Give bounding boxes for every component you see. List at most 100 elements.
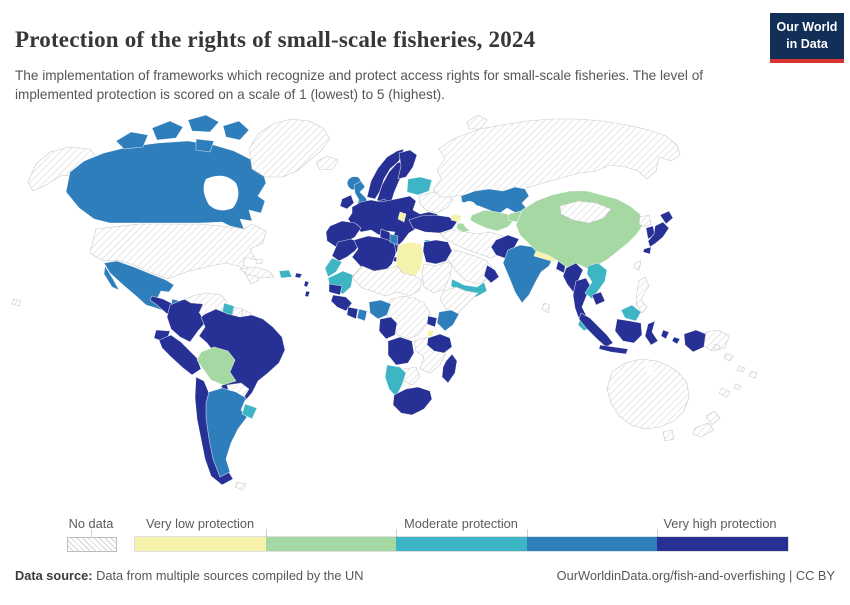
- page-title: Protection of the rights of small-scale …: [15, 27, 536, 53]
- region-algeria[interactable]: [351, 235, 397, 276]
- legend-segment-5[interactable]: [657, 537, 788, 551]
- region-senegal[interactable]: [328, 283, 343, 296]
- region-tasmania[interactable]: [662, 429, 675, 442]
- region-mongolia[interactable]: [559, 200, 612, 224]
- region-indonesia-papua[interactable]: [683, 329, 707, 353]
- chart-subtitle: The implementation of frameworks which r…: [15, 67, 704, 103]
- legend-tick: [266, 529, 267, 537]
- region-uzbekistan-turkmenistan[interactable]: [469, 209, 516, 232]
- region-bahamas[interactable]: [255, 258, 264, 265]
- region-baltic-states[interactable]: [406, 176, 433, 196]
- region-new-zealand[interactable]: [692, 410, 721, 438]
- region-falkland-islands[interactable]: [234, 481, 247, 491]
- region-cuba[interactable]: [239, 266, 275, 279]
- region-papua-new-guinea[interactable]: [703, 329, 730, 352]
- region-oman[interactable]: [483, 264, 500, 284]
- region-tunisia[interactable]: [389, 233, 399, 246]
- region-tanzania[interactable]: [426, 333, 453, 354]
- region-greenland[interactable]: [248, 118, 331, 178]
- region-western-sahara[interactable]: [324, 257, 343, 278]
- region-indonesia-sumatra[interactable]: [578, 312, 614, 348]
- hudson-bay: [203, 175, 239, 211]
- data-source-text: Data from multiple sources compiled by t…: [92, 568, 364, 583]
- region-north-atlantic-islet[interactable]: [315, 155, 339, 171]
- region-mali-niger-chad[interactable]: [351, 265, 423, 297]
- region-canadian-arctic[interactable]: [115, 114, 250, 153]
- region-hawaii[interactable]: [11, 298, 22, 307]
- data-source-label: Data source:: [15, 568, 93, 583]
- legend-low-label: Very low protection: [145, 516, 255, 531]
- legend-tick: [527, 529, 528, 537]
- region-uganda[interactable]: [426, 315, 438, 328]
- gulf-of-carpentaria: [645, 361, 654, 376]
- legend-segment-1[interactable]: [135, 537, 266, 551]
- region-pacific-islands[interactable]: [712, 343, 758, 398]
- region-angola[interactable]: [387, 336, 415, 366]
- legend-moderate-label: Moderate protection: [404, 516, 518, 531]
- region-kenya[interactable]: [436, 309, 460, 332]
- data-source-note: Data source: Data from multiple sources …: [15, 568, 364, 583]
- region-hispaniola[interactable]: [278, 269, 293, 279]
- legend-tick: [396, 529, 397, 537]
- region-turkey[interactable]: [408, 214, 458, 234]
- region-sri-lanka[interactable]: [541, 302, 551, 314]
- region-nigeria[interactable]: [368, 299, 392, 320]
- region-madagascar[interactable]: [441, 353, 458, 384]
- region-south-africa[interactable]: [392, 386, 433, 416]
- legend-segment-2[interactable]: [265, 537, 397, 551]
- legend-no-data-swatch[interactable]: [67, 537, 117, 552]
- region-cambodia[interactable]: [591, 291, 606, 306]
- owid-logo[interactable]: Our World in Data: [770, 13, 844, 63]
- region-ghana[interactable]: [356, 308, 368, 322]
- region-botswana[interactable]: [403, 366, 421, 386]
- region-japan[interactable]: [642, 210, 674, 255]
- legend-segment-3[interactable]: [396, 537, 527, 551]
- region-peru[interactable]: [158, 334, 202, 376]
- legend-high-label: Very high protection: [663, 516, 777, 531]
- region-china[interactable]: [515, 190, 644, 270]
- owid-logo-line1: Our World: [776, 20, 838, 34]
- owid-url-license[interactable]: OurWorldinData.org/fish-and-overfishing …: [556, 568, 835, 583]
- legend-tick: [91, 529, 92, 537]
- region-australia[interactable]: [606, 358, 690, 430]
- region-egypt[interactable]: [422, 239, 453, 265]
- region-cameroon-gabon-congo[interactable]: [378, 316, 398, 340]
- region-indonesia-kalimantan[interactable]: [614, 318, 643, 344]
- region-namibia[interactable]: [384, 364, 407, 398]
- legend-no-data-label: No data: [68, 516, 114, 531]
- region-russia[interactable]: [432, 118, 681, 200]
- legend-color-bar: [134, 536, 789, 552]
- region-lesser-antilles[interactable]: [303, 280, 311, 298]
- region-thailand[interactable]: [572, 277, 592, 320]
- legend-tick: [657, 529, 658, 537]
- region-albania[interactable]: [397, 211, 407, 223]
- region-novaya-zemlya[interactable]: [466, 114, 488, 130]
- region-libya[interactable]: [395, 241, 424, 278]
- region-uruguay[interactable]: [241, 403, 258, 420]
- map-regions: [11, 114, 758, 491]
- region-bolivia[interactable]: [196, 346, 237, 386]
- region-north-korea[interactable]: [638, 214, 652, 228]
- region-argentina[interactable]: [205, 387, 248, 478]
- region-guinea-sierra-leone[interactable]: [330, 294, 353, 312]
- region-malaysia-borneo[interactable]: [620, 304, 642, 322]
- legend-segment-4[interactable]: [526, 537, 658, 551]
- region-georgia[interactable]: [450, 213, 463, 223]
- region-indonesia-java[interactable]: [598, 344, 629, 355]
- region-ireland[interactable]: [339, 194, 355, 210]
- region-taiwan[interactable]: [633, 260, 642, 271]
- caspian-sea: [461, 200, 478, 231]
- region-puerto-rico[interactable]: [294, 272, 303, 279]
- region-cote-divoire[interactable]: [346, 306, 359, 320]
- owid-logo-line2: in Data: [786, 36, 828, 51]
- region-indonesia-maluku[interactable]: [660, 329, 681, 345]
- region-burundi[interactable]: [426, 329, 435, 338]
- region-indonesia-sulawesi[interactable]: [644, 320, 659, 346]
- region-morocco[interactable]: [331, 238, 362, 262]
- region-philippines[interactable]: [635, 276, 650, 314]
- region-sudan[interactable]: [421, 261, 453, 294]
- region-finland[interactable]: [397, 149, 418, 180]
